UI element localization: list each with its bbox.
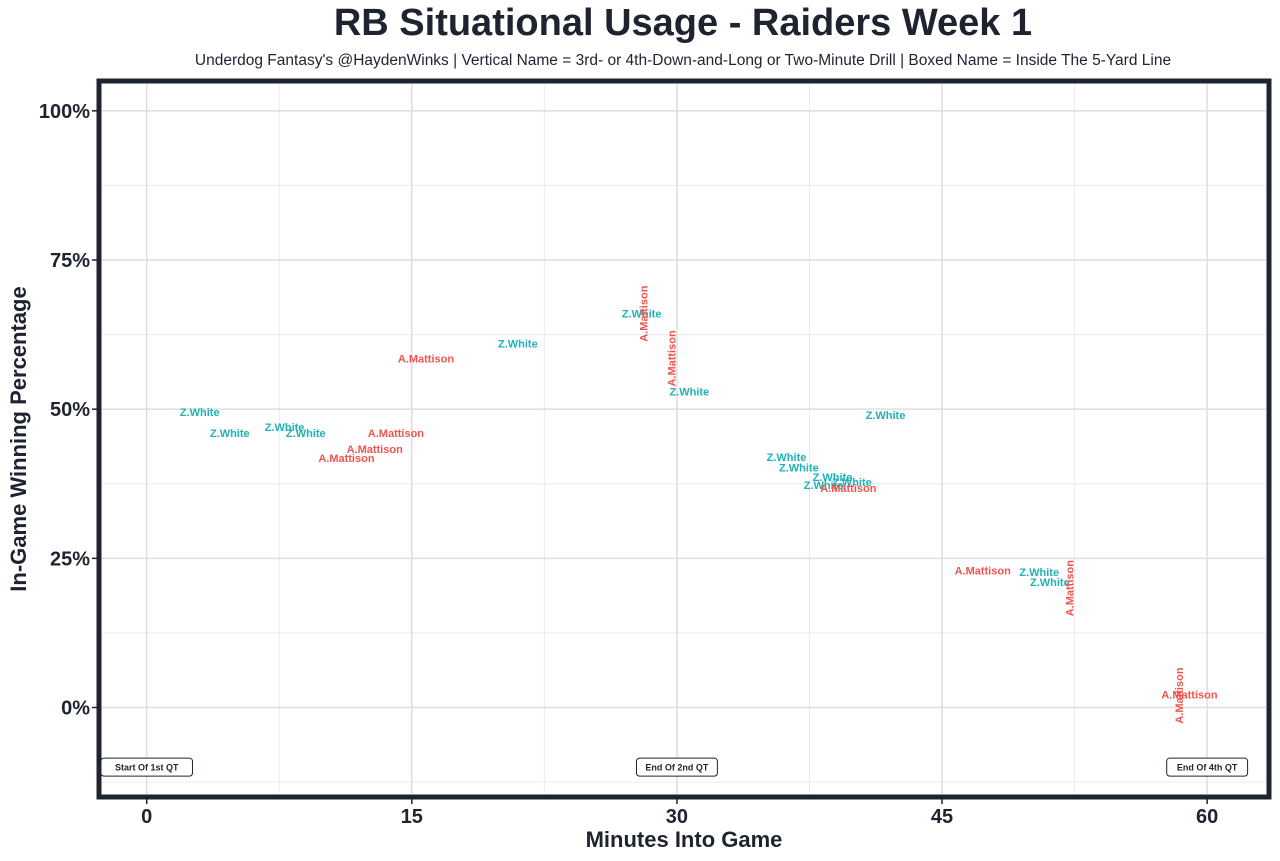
- y-tick-label: 75%: [50, 250, 90, 272]
- point-label-a-mattison: A.Mattison: [1174, 667, 1186, 724]
- point-label-z-white: Z.White: [210, 428, 250, 440]
- y-axis-label: In-Game Winning Percentage: [6, 286, 31, 591]
- point-label-z-white: Z.White: [779, 463, 819, 475]
- x-tick-label: 0: [141, 806, 152, 828]
- point-label-z-white: Z.White: [804, 480, 844, 492]
- axis-ticks: 0 15 30 45 60 0% 25% 50% 75% 100%: [39, 101, 1218, 828]
- point-label-z-white: Z.White: [1019, 567, 1059, 579]
- point-label-z-white: Z.White: [866, 410, 906, 422]
- chart-title: RB Situational Usage - Raiders Week 1: [333, 2, 1033, 44]
- y-tick-label: 0%: [61, 698, 90, 720]
- point-label-a-mattison: A.Mattison: [347, 444, 404, 456]
- point-label-z-white: Z.White: [498, 339, 538, 351]
- y-tick-label: 25%: [50, 548, 90, 570]
- point-label-a-mattison: A.Mattison: [820, 483, 877, 495]
- grid-lines: [102, 84, 1266, 794]
- x-tick-label: 45: [931, 806, 953, 828]
- x-tick-label: 15: [401, 806, 423, 828]
- point-label-z-white: Z.White: [265, 422, 305, 434]
- y-tick-label: 50%: [50, 399, 90, 421]
- annotation-label: End Of 2nd QT: [645, 763, 708, 773]
- annotation-box: [1166, 757, 1249, 777]
- point-label-z-white: Z.White: [813, 472, 853, 484]
- annotation-box: [100, 757, 193, 777]
- annotation-label: Start Of 1st QT: [115, 763, 179, 773]
- plot-panel: [96, 78, 1272, 800]
- x-tick-label: 60: [1196, 806, 1218, 828]
- point-label-a-mattison: A.Mattison: [638, 285, 650, 342]
- point-label-z-white: Z.White: [669, 386, 709, 398]
- point-label-a-mattison: A.Mattison: [318, 453, 375, 465]
- point-label-a-mattison: A.Mattison: [1064, 560, 1076, 617]
- point-label-a-mattison: A.Mattison: [368, 428, 425, 440]
- point-label-a-mattison: A.Mattison: [1161, 689, 1218, 701]
- x-axis-label: Minutes Into Game: [586, 827, 783, 852]
- annotation-label: End Of 4th QT: [1177, 763, 1238, 773]
- x-tick-label: 30: [666, 806, 688, 828]
- annotation-box: [635, 757, 718, 777]
- point-label-z-white: Z.White: [286, 428, 326, 440]
- point-label-a-mattison: A.Mattison: [667, 330, 679, 387]
- chart-subtitle: Underdog Fantasy's @HaydenWinks | Vertic…: [194, 52, 1172, 69]
- quarter-annotations: Start Of 1st QT End Of 2nd QT End Of 4th Q…: [100, 757, 1249, 777]
- point-label-a-mattison: A.Mattison: [955, 565, 1012, 577]
- point-label-z-white: Z.White: [622, 309, 662, 321]
- point-label-z-white: Z.White: [1030, 577, 1070, 589]
- point-label-z-white: Z.White: [767, 452, 807, 464]
- y-tick-label: 100%: [39, 101, 90, 123]
- point-label-z-white: Z.White: [832, 477, 872, 489]
- point-label-a-mattison: A.Mattison: [398, 353, 455, 365]
- point-label-z-white: Z.White: [180, 407, 220, 419]
